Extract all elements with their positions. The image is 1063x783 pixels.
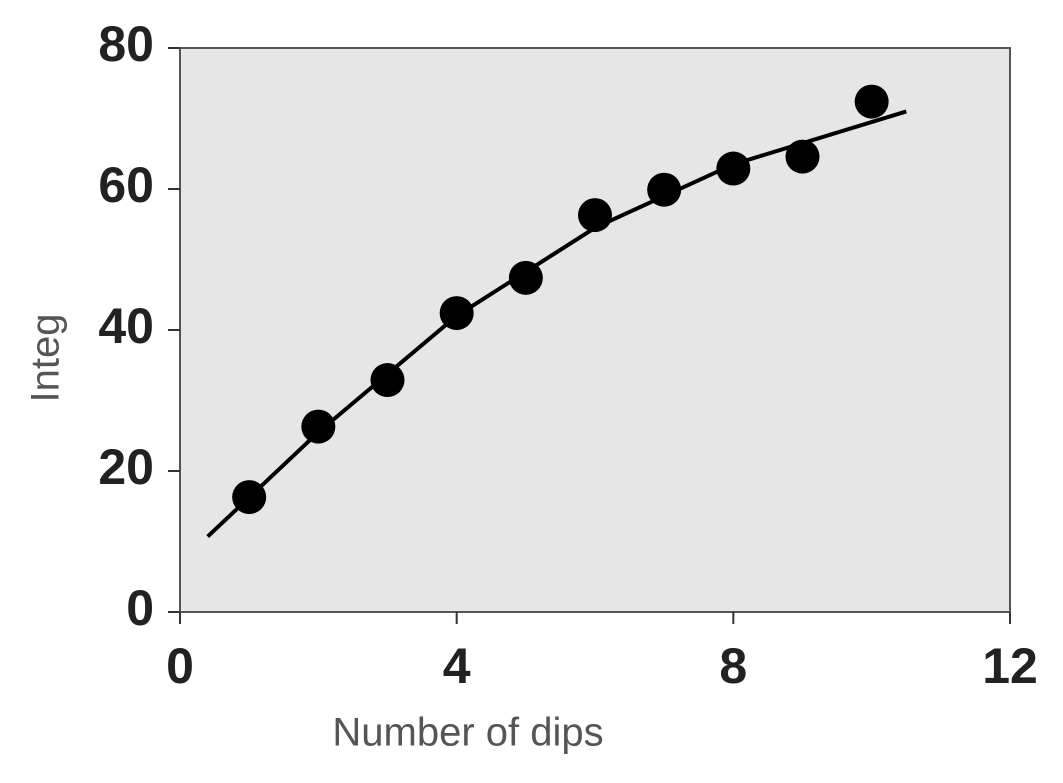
data-point	[854, 84, 889, 119]
x-axis-label: Number of dips	[332, 711, 603, 755]
y-tick-label: 20	[98, 439, 154, 495]
data-point	[508, 260, 543, 295]
x-tick-label: 0	[166, 638, 194, 694]
data-point	[301, 409, 336, 444]
x-tick-label: 4	[443, 638, 471, 694]
data-point	[785, 139, 820, 174]
data-point	[647, 172, 682, 207]
data-point	[716, 151, 751, 186]
data-point	[232, 480, 267, 515]
y-tick-label: 0	[126, 580, 154, 636]
y-tick-label: 40	[98, 298, 154, 354]
y-tick-label: 60	[98, 157, 154, 213]
data-point	[578, 198, 612, 233]
data-point	[370, 363, 405, 398]
x-tick-label: 12	[982, 638, 1038, 694]
data-point	[439, 296, 474, 331]
y-axis-label: Integ	[24, 314, 68, 403]
plot-area	[179, 47, 1011, 613]
x-tick-label: 8	[719, 638, 747, 694]
y-tick-label: 80	[98, 16, 154, 72]
